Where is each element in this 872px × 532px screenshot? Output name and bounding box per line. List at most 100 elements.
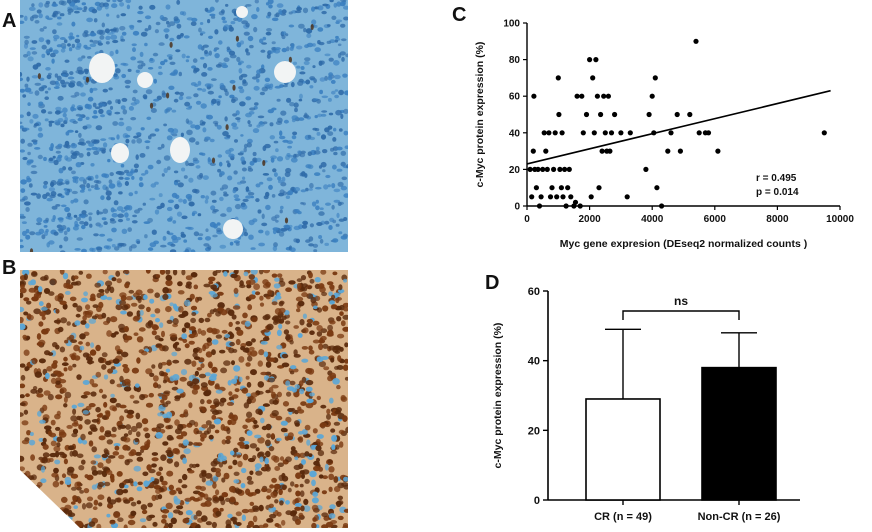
scatter-x-tick-label: 0 (524, 214, 530, 225)
bar-cr (585, 398, 661, 501)
scatter-point (677, 148, 683, 154)
scatter-point (563, 203, 569, 209)
bar-y-tick-label: 20 (528, 425, 540, 437)
scatter-point (590, 75, 596, 81)
scatter-point (557, 166, 563, 172)
bar-non-cr (701, 366, 777, 501)
panel-letter-c: C (452, 4, 467, 26)
scatter-x-tick-label: 10000 (826, 214, 854, 225)
scatter-point (705, 130, 712, 136)
scatter-point (543, 148, 549, 154)
scatter-point (546, 130, 552, 136)
scatter-point (674, 111, 680, 118)
scatter-point (624, 194, 630, 200)
scatter-point (551, 166, 557, 172)
significance-bracket (622, 310, 740, 320)
scatter-point (668, 130, 674, 136)
bar-y-tick-label: 60 (528, 286, 540, 298)
regression-line (526, 89, 831, 165)
scatter-point (599, 148, 605, 154)
scatter-point (591, 130, 597, 136)
scatter-point (821, 130, 827, 136)
scatter-point (536, 203, 543, 209)
scatter-point (559, 130, 565, 136)
scatter-points (527, 38, 827, 209)
scatter-point (587, 57, 593, 63)
scatter-y-tick-label: 80 (509, 55, 521, 66)
scatter-point (715, 148, 721, 154)
panel-letter-b: B (2, 257, 17, 279)
scatter-point (618, 130, 624, 136)
scatter-point (562, 166, 568, 172)
scatter-point (596, 185, 602, 191)
scatter-y-axis-label: c-Myc protein expression (%) (474, 42, 486, 188)
scatter-point (612, 111, 618, 118)
bar-y-tick-label: 0 (534, 495, 540, 507)
scatter-point (605, 93, 611, 99)
scatter-point (579, 93, 585, 99)
scatter-point (583, 111, 590, 118)
scatter-point (529, 194, 535, 200)
scatter-point (556, 111, 562, 118)
bar-chart-d: 0 20 40 60 CR (n = 49) Non-CR (n = 26) ns c-… (492, 286, 800, 523)
correlation-p-annotation: p = 0.014 (756, 187, 799, 198)
scatter-point (580, 130, 586, 136)
scatter-y-tick-label: 40 (509, 128, 521, 139)
scatter-point (572, 199, 579, 205)
scatter-point (687, 111, 693, 118)
bar-y-axis-label: c-Myc protein expression (%) (492, 323, 504, 469)
scatter-point (627, 130, 633, 136)
scatter-point (531, 93, 537, 99)
scatter-axes: 0 20 40 60 80 100 0 2000 4000 6000 8000 10000 (503, 19, 854, 226)
scatter-point (577, 203, 583, 209)
scatter-point (696, 130, 702, 136)
scatter-point (544, 166, 550, 172)
scatter-point (602, 130, 608, 136)
scatter-point (566, 166, 572, 172)
scatter-point (665, 148, 671, 154)
scatter-point (659, 203, 665, 209)
scatter-point (593, 57, 599, 63)
scatter-x-tick-label: 6000 (704, 214, 727, 225)
scatter-point (533, 185, 539, 191)
panel-letter-d: D (485, 272, 500, 294)
scatter-y-tick-label: 100 (503, 19, 520, 30)
scatter-point (574, 93, 580, 99)
scatter-point (608, 130, 615, 136)
micrograph-b-image (20, 270, 348, 528)
scatter-point (540, 166, 546, 172)
scatter-point (598, 111, 604, 118)
scatter-x-tick-label: 2000 (578, 214, 601, 225)
scatter-point (547, 194, 554, 200)
scatter-point (654, 185, 660, 191)
significance-label: ns (674, 294, 688, 308)
scatter-point (565, 185, 571, 191)
scatter-point (646, 111, 652, 118)
scatter-y-tick-label: 0 (514, 202, 520, 213)
scatter-x-tick-label: 4000 (641, 214, 664, 225)
scatter-x-tick-label: 8000 (766, 214, 789, 225)
scatter-y-tick-label: 60 (509, 92, 521, 103)
scatter-point (588, 194, 594, 200)
bar-category-label: Non-CR (n = 26) (698, 511, 781, 523)
bar-y-tick-label: 40 (528, 356, 540, 368)
scatter-point (558, 185, 564, 191)
scatter-point (643, 166, 649, 172)
scatter-point (552, 130, 558, 136)
scatter-point (549, 185, 555, 191)
micrograph-a-image (20, 0, 348, 252)
scatter-point (649, 93, 655, 99)
scatter-y-tick-label: 20 (509, 165, 521, 176)
scatter-point (693, 38, 699, 44)
scatter-point (530, 148, 536, 154)
bar-category-label: CR (n = 49) (594, 511, 652, 523)
panel-letter-a: A (2, 10, 17, 32)
scatter-point (538, 194, 544, 200)
scatter-point (554, 194, 560, 200)
scatter-point (555, 75, 561, 81)
scatter-point (560, 194, 566, 200)
scatter-chart-c: 0 20 40 60 80 100 0 2000 4000 6000 8000 10000 r = 0… (474, 19, 854, 251)
scatter-x-axis-label: Myc gene expresion (DEseq2 normalized co… (560, 238, 807, 250)
scatter-point (535, 166, 541, 172)
correlation-r-annotation: r = 0.495 (756, 173, 797, 184)
